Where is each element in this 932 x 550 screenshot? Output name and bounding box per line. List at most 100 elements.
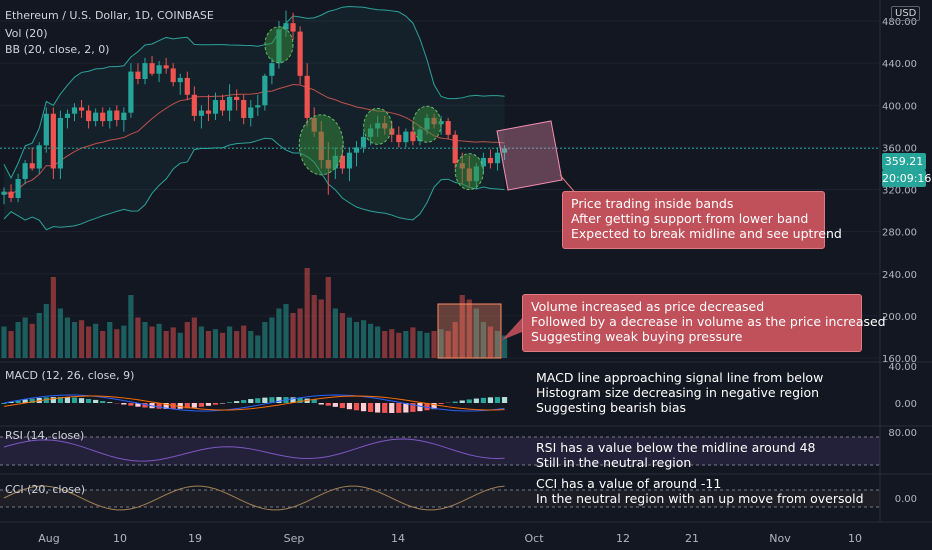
macd-histogram-bar [128, 403, 134, 406]
rsi-line [3, 438, 505, 462]
candle-body [480, 157, 486, 167]
volume-bar [452, 322, 458, 358]
macd-note-line: Histogram size decreasing in negative re… [536, 385, 820, 400]
candle-body [142, 63, 148, 79]
candle-body [283, 23, 289, 30]
candle-body [269, 63, 275, 76]
macd-histogram-bar [205, 403, 212, 406]
volume-callout-line: Suggesting weak buying pressure [531, 329, 743, 344]
time-axis-label: 10 [113, 532, 127, 545]
macd-histogram-bar [241, 400, 247, 403]
macd-histogram-bar [121, 403, 127, 405]
macd-histogram-bar [191, 403, 197, 408]
volume-bar [57, 308, 63, 358]
macd-histogram-bar [177, 403, 183, 409]
macd-histogram-bar [156, 403, 162, 409]
candle-body [57, 117, 63, 169]
candle-body [234, 96, 240, 101]
candle-body [389, 128, 395, 135]
volume-bar [71, 322, 78, 358]
time-axis-label: Sep [284, 532, 305, 545]
volume-bar [184, 322, 190, 358]
price-tick-label: 400.00 [882, 101, 917, 112]
macd-histogram-bar [487, 397, 494, 403]
macd-histogram-bar [71, 397, 78, 403]
currency-badge[interactable]: USD [891, 6, 921, 21]
candle-body [304, 75, 310, 118]
volume-bar [332, 308, 338, 358]
candle-body [8, 191, 14, 198]
macd-histogram-bar [389, 403, 395, 413]
candle-body [403, 131, 409, 143]
candle-body [227, 96, 233, 111]
symbol-legend: Ethereum / U.S. Dollar, 1D, COINBASE [5, 9, 214, 22]
time-axis-label: Oct [524, 532, 544, 545]
bb-legend: BB (20, close, 2, 0) [5, 43, 110, 56]
time-axis-label: 10 [848, 532, 862, 545]
macd-histogram-bar [22, 399, 28, 403]
bb-upper-line [3, 5, 505, 180]
macd-histogram-bar [466, 399, 472, 403]
volume-bar [487, 326, 494, 358]
macd-note: MACD line approaching signal line from b… [536, 370, 823, 415]
volume-bar [43, 304, 49, 358]
macd-tick-label: 40.00 [888, 362, 917, 373]
candle-body [50, 113, 56, 169]
cci-note: CCI has a value of around -11 In the neu… [536, 476, 864, 506]
macd-histogram-bar [269, 397, 275, 403]
price-tick-label: 200.00 [882, 312, 917, 323]
volume-bar [459, 295, 465, 358]
rsi-note: RSI has a value below the midline around… [536, 440, 815, 470]
macd-histogram-bar [93, 399, 99, 403]
volume-bar [191, 317, 197, 358]
macd-histogram-bar [410, 403, 416, 412]
macd-histogram-bar [64, 397, 71, 403]
candle-body [135, 71, 141, 79]
volume-bar [368, 323, 374, 358]
candle-body [290, 23, 296, 32]
volume-bar [480, 322, 486, 358]
macd-histogram-bar [234, 401, 240, 403]
macd-histogram-bar [346, 403, 353, 410]
volume-bar [283, 304, 289, 358]
macd-signal-line [3, 395, 505, 411]
macd-histogram-bar [431, 403, 437, 410]
candle-body [346, 152, 353, 169]
volume-bar [15, 322, 21, 358]
candle-body [43, 113, 49, 146]
macd-histogram-bar [163, 403, 169, 409]
candle-body [353, 147, 360, 153]
cci-note-line: In the neutral region with an up move fr… [536, 491, 864, 506]
time-axis-label: 12 [616, 532, 630, 545]
volume-bar [212, 329, 219, 358]
macd-tick-label: 0.00 [895, 399, 917, 410]
macd-histogram-bar [43, 397, 49, 403]
macd-histogram-bar [459, 400, 465, 403]
candle-body [1, 191, 7, 195]
volume-bar [445, 331, 451, 358]
candle-body [78, 107, 85, 111]
macd-histogram-bar [375, 403, 381, 413]
volume-bar [156, 323, 162, 358]
volume-bar [93, 323, 99, 358]
volume-bar [339, 313, 345, 358]
price-callout-line: Expected to break midline and see uptren… [571, 226, 842, 241]
price-tick-label: 360.00 [882, 143, 917, 154]
volume-bar [142, 322, 148, 358]
volume-bar [466, 299, 472, 358]
volume-bar [403, 331, 409, 358]
volume-bar [438, 329, 444, 358]
macd-histogram-bar [382, 403, 388, 413]
candle-body [205, 110, 212, 114]
macd-histogram-bar [325, 403, 331, 406]
macd-note-line: Suggesting bearish bias [536, 400, 687, 415]
bar-countdown-label: 20:09:16 [882, 170, 932, 187]
candle-body [128, 71, 134, 113]
macd-histogram-bar [353, 403, 360, 411]
volume-bar [382, 331, 388, 358]
candle-body [360, 136, 367, 148]
candle-body [297, 31, 303, 76]
volume-callout: Volume increased as price decreased Foll… [522, 294, 886, 352]
macd-histogram-bar [276, 397, 282, 403]
